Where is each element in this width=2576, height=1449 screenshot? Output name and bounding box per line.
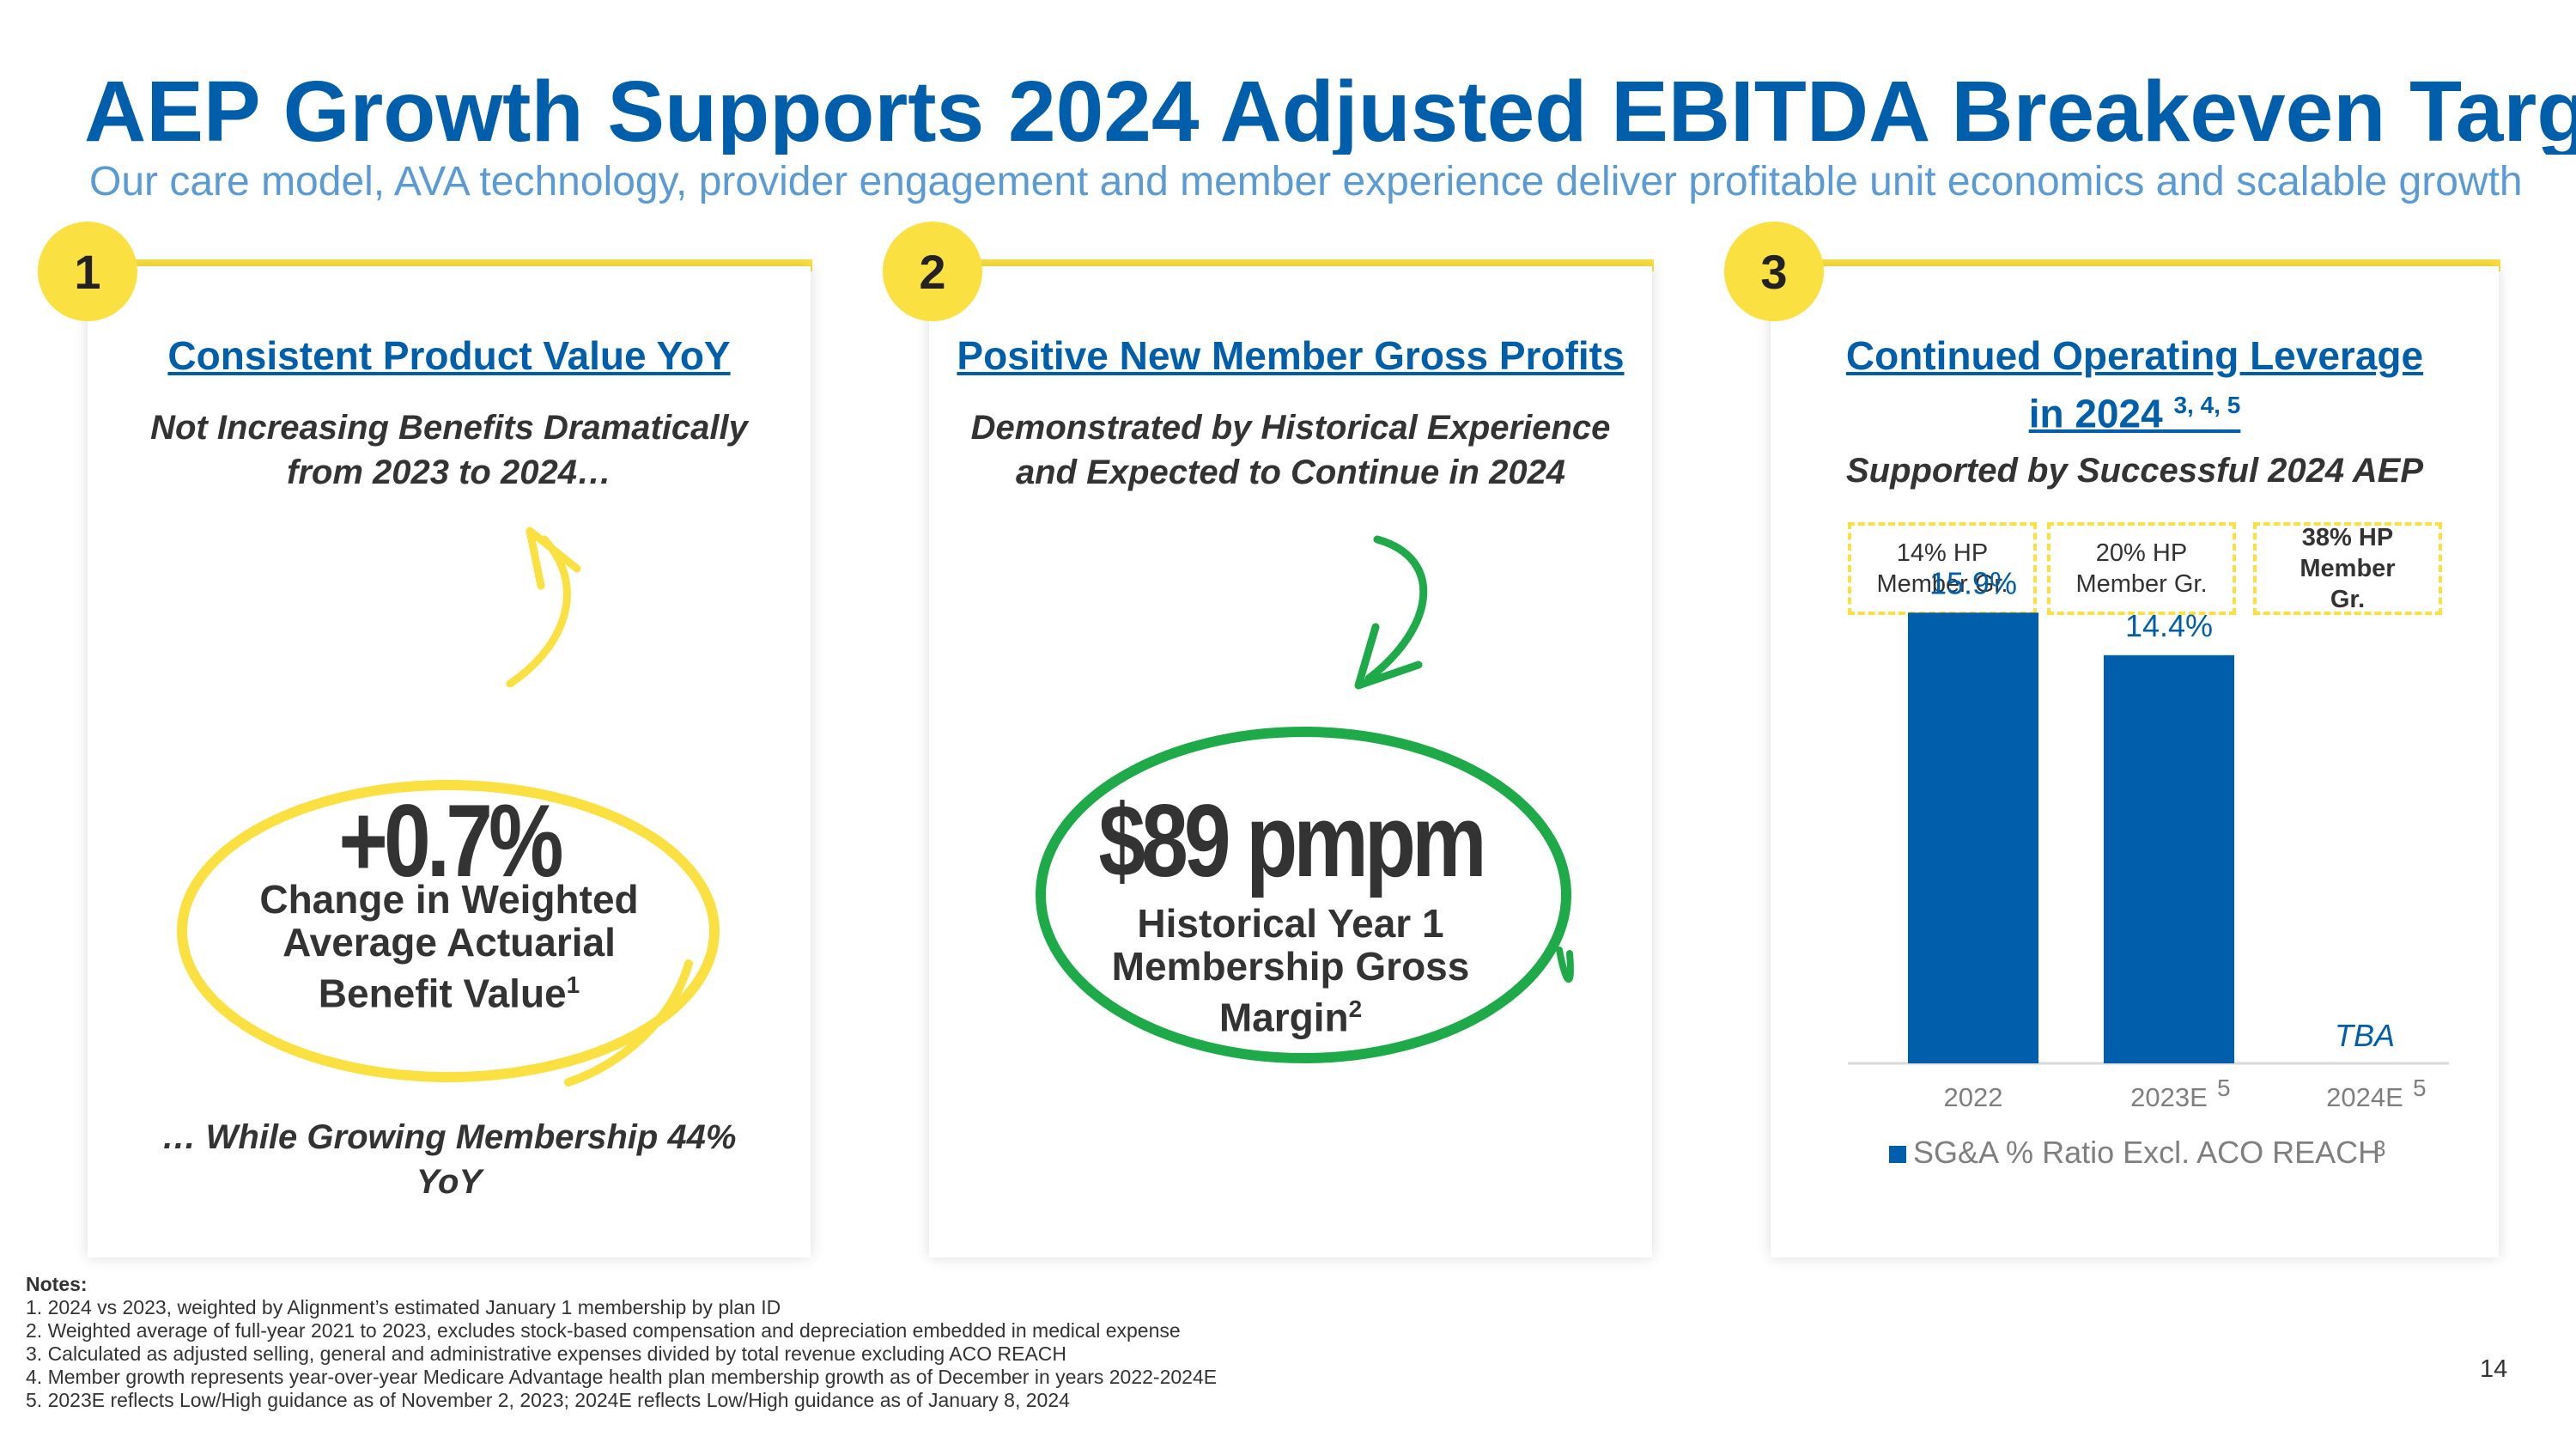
panel3-heading-line1: Continued Operating Leverage [1845, 333, 2424, 378]
panel1-footer-line1: … While Growing Membership 44% [161, 1118, 737, 1156]
note-3: 3. Calculated as adjusted selling, gener… [26, 1342, 1067, 1365]
panel2-sub-line1: Demonstrated by Historical Experience [970, 409, 1611, 447]
panel1-label-footnote: 1 [566, 971, 580, 998]
panel1-big-value: +0.7% [338, 783, 563, 898]
yellow-circle-tail-icon [564, 959, 693, 1087]
tick-footnote-2023e: 5 [2217, 1075, 2231, 1101]
up-arrow-head-icon [526, 527, 581, 590]
data-label-2023e: 14.4% [2125, 608, 2213, 643]
panel2-big-value: $89 pmpm [1098, 783, 1486, 898]
panel1-heading: Consistent Product Value YoY [167, 333, 731, 378]
notes-heading: Notes: [26, 1273, 88, 1295]
panel2-artwork [1036, 535, 1574, 1063]
panel-product-value: Consistent Product Value YoY Not Increas… [88, 266, 811, 1257]
panel1-label-line3: Benefit Value1 [88, 964, 811, 1014]
footnotes: Notes: 1. 2024 vs 2023, weighted by Alig… [26, 1273, 1217, 1412]
step-2-badge: 2 [883, 222, 982, 321]
sga-ratio-chart: 15.9% 2022 14.4% 2023E 5 TBA 2024E 5 SG&A % Rat… [1848, 565, 2449, 1170]
step-3-badge: 3 [1724, 222, 1824, 321]
hp-box2-line1: 20% HP [2095, 539, 2188, 567]
legend-footnote: 3 [2373, 1135, 2385, 1161]
note-1: 1. 2024 vs 2023, weighted by Alignment’s… [26, 1296, 781, 1318]
panel1-label-line2: Average Actuarial [283, 920, 616, 965]
panel2-label-footnote: 2 [1348, 995, 1363, 1022]
panel2-label-line3: Margin2 [929, 988, 1652, 1038]
note-2: 2. Weighted average of full-year 2021 to… [26, 1319, 1181, 1342]
green-circle-icon [1036, 727, 1571, 1063]
hp-box1-line1: 14% HP [1896, 539, 1989, 567]
panel1-subheading: Not Increasing Benefits Dramatically fro… [88, 405, 811, 495]
yellow-circle-icon [177, 780, 720, 1082]
down-arrow-head-icon [1354, 623, 1423, 690]
note-5: 5. 2023E reflects Low/High guidance as o… [26, 1389, 1070, 1411]
hp-box2-line2: Member Gr. [2075, 570, 2208, 598]
panel1-label-line1: Change in Weighted [259, 877, 639, 922]
panel1-artwork [177, 527, 720, 1087]
slide-title: AEP Growth Supports 2024 Adjusted EBITDA… [84, 69, 2576, 155]
tick-label-2022: 2022 [1944, 1082, 2003, 1112]
panel1-label-line3-text: Benefit Value [318, 971, 567, 1016]
panel-gross-profits: Positive New Member Gross Profits Demons… [929, 266, 1652, 1257]
tick-label-2024e: 2024E [2326, 1082, 2403, 1112]
hp-box3-line3: Gr. [2330, 586, 2366, 613]
tick-label-2023e: 2023E [2130, 1082, 2208, 1112]
step-1-badge: 1 [38, 222, 137, 321]
panel3-subheading: Supported by Successful 2024 AEP [1845, 452, 2424, 490]
hp-growth-box-2024: 38% HP Member Gr. [2253, 522, 2442, 615]
down-arrow-icon [1364, 535, 1428, 683]
green-circle-tail-icon [1556, 947, 1574, 983]
panel2-label-line3-text: Margin [1218, 995, 1349, 1040]
hp-box3-line1: 38% HP [2301, 524, 2394, 551]
panel1-value-label: Change in Weighted Average Actuarial Ben… [88, 878, 811, 1014]
panel2-label-line1: Historical Year 1 [1137, 901, 1444, 946]
hp-box3-line2: Member [2300, 555, 2396, 582]
panel1-footer-line2: YoY [416, 1163, 483, 1201]
tick-footnote-2024e: 5 [2413, 1075, 2427, 1101]
panel3-heading-footnote: 3, 4, 5 [2173, 392, 2241, 418]
panel2-heading: Positive New Member Gross Profits [957, 333, 1625, 378]
panel1-footer: … While Growing Membership 44% YoY [88, 1115, 811, 1204]
panel-operating-leverage: Continued Operating Leverage in 2024 3, … [1771, 266, 2499, 1257]
panel1-sub-line1: Not Increasing Benefits Dramatically [150, 409, 748, 447]
slide-subtitle: Our care model, AVA technology, provider… [89, 159, 2523, 204]
legend-swatch [1889, 1146, 1906, 1163]
panel2-label-line2: Membership Gross [1111, 944, 1470, 989]
bar-2023e [2104, 654, 2234, 1063]
panel2-value-label: Historical Year 1 Membership Gross Margi… [929, 902, 1652, 1038]
data-label-2024e: TBA [2335, 1018, 2395, 1053]
panel1-sub-line2: from 2023 to 2024… [287, 454, 611, 491]
panel2-subheading: Demonstrated by Historical Experience an… [929, 405, 1652, 495]
legend-label: SG&A % Ratio Excl. ACO REACH [1913, 1135, 2380, 1170]
page-number: 14 [2480, 1355, 2508, 1383]
panel3-heading-line2: in 2024 3, 4, 5 [1771, 381, 2499, 438]
panel3-heading: Continued Operating Leverage in 2024 3, … [1771, 331, 2499, 438]
hp-growth-box-2023: 20% HP Member Gr. [2047, 522, 2236, 615]
data-label-2022: 15.9% [1929, 565, 2017, 600]
note-4: 4. Member growth represents year-over-ye… [26, 1366, 1218, 1388]
panel3-heading-line2-text: in 2024 [2028, 391, 2163, 436]
bar-2022 [1908, 612, 2038, 1063]
hp-box1-line2: Member Gr. [1876, 570, 2008, 598]
panel2-sub-line2: and Expected to Continue in 2024 [1015, 454, 1566, 491]
